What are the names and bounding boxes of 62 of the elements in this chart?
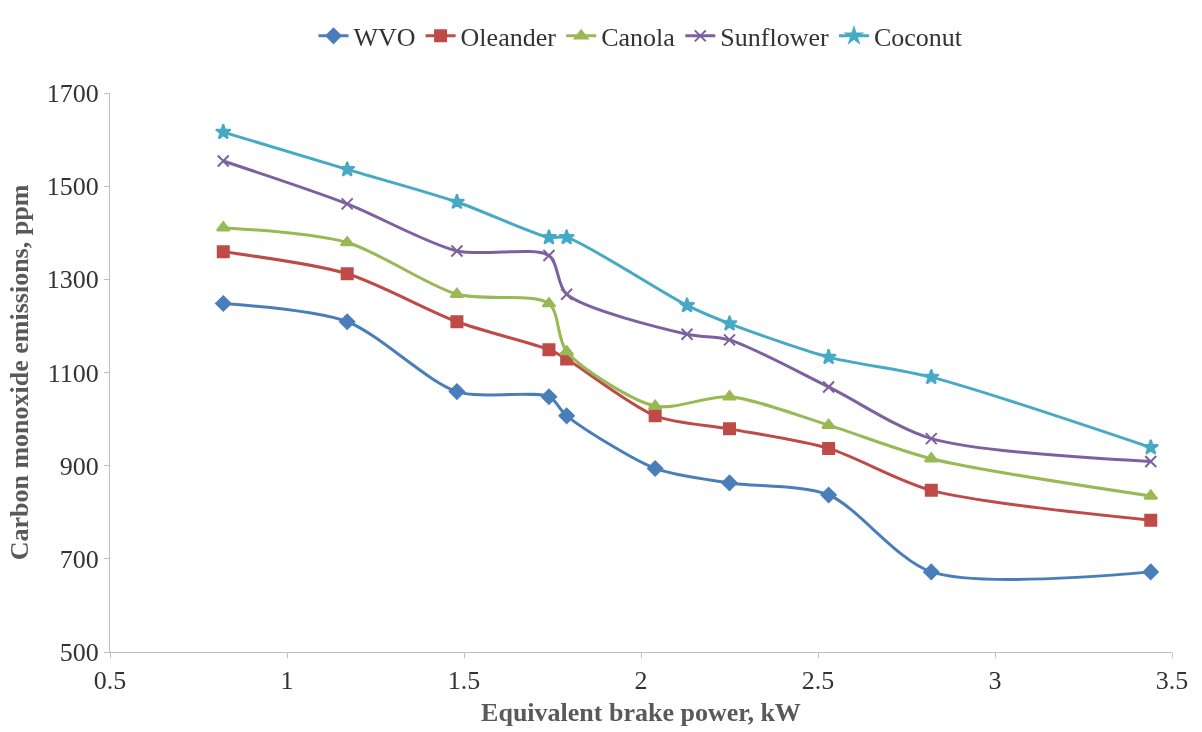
point <box>542 249 556 263</box>
point <box>338 160 356 177</box>
point <box>339 313 356 330</box>
y-tick-label: 1300 <box>46 265 99 295</box>
point <box>648 409 662 423</box>
point <box>723 422 736 436</box>
point <box>558 407 575 424</box>
x-axis-title: Equivalent brake power, kW <box>481 697 801 727</box>
y-tick-label: 900 <box>59 451 99 481</box>
point <box>340 267 354 281</box>
point <box>560 287 574 301</box>
point <box>924 432 938 446</box>
point <box>1144 454 1158 468</box>
x-tick-label: 2.5 <box>801 666 835 696</box>
point <box>924 483 938 497</box>
point <box>450 315 464 329</box>
x-tick-label: 1.5 <box>447 666 481 696</box>
point <box>542 343 556 357</box>
point <box>721 314 738 331</box>
y-axis-title: Carbon monoxide emissions, ppm <box>5 184 35 561</box>
point <box>540 388 558 405</box>
y-tick-label: 700 <box>59 544 99 574</box>
point <box>821 418 836 429</box>
point <box>647 460 664 477</box>
point <box>678 296 696 313</box>
point <box>680 327 694 341</box>
x-tick-label: 2 <box>634 666 648 696</box>
y-tick-label: 500 <box>59 638 99 668</box>
point <box>1142 563 1159 581</box>
point <box>923 563 940 581</box>
legend-label: Canola <box>601 23 676 52</box>
point <box>216 154 230 168</box>
point <box>822 380 836 394</box>
point <box>922 368 940 385</box>
legend-label: WVO <box>353 23 416 52</box>
y-tick-label: 1100 <box>47 358 99 388</box>
point <box>722 390 737 401</box>
point <box>450 244 464 258</box>
y-tick-label: 1500 <box>46 172 99 202</box>
point <box>540 228 558 245</box>
x-tick-label: 3.5 <box>1155 666 1189 696</box>
point <box>820 348 837 365</box>
legend-label: Oleander <box>460 23 557 52</box>
point <box>448 193 466 210</box>
legend-label: Sunflower <box>720 23 829 52</box>
point <box>723 333 736 347</box>
point <box>721 474 738 492</box>
y-tick-label: 1700 <box>46 79 99 109</box>
point <box>214 123 232 140</box>
x-tick-label: 3 <box>988 666 1002 696</box>
x-tick-label: 0.5 <box>93 666 127 696</box>
legend-label: Coconut <box>873 23 963 52</box>
point <box>448 383 466 400</box>
point <box>216 245 230 259</box>
point <box>215 295 232 312</box>
x-tick-label: 1 <box>280 666 294 696</box>
point <box>1144 513 1158 527</box>
point <box>820 486 837 504</box>
point <box>558 228 575 245</box>
point <box>822 441 836 455</box>
point <box>340 197 354 211</box>
point <box>1142 438 1160 455</box>
